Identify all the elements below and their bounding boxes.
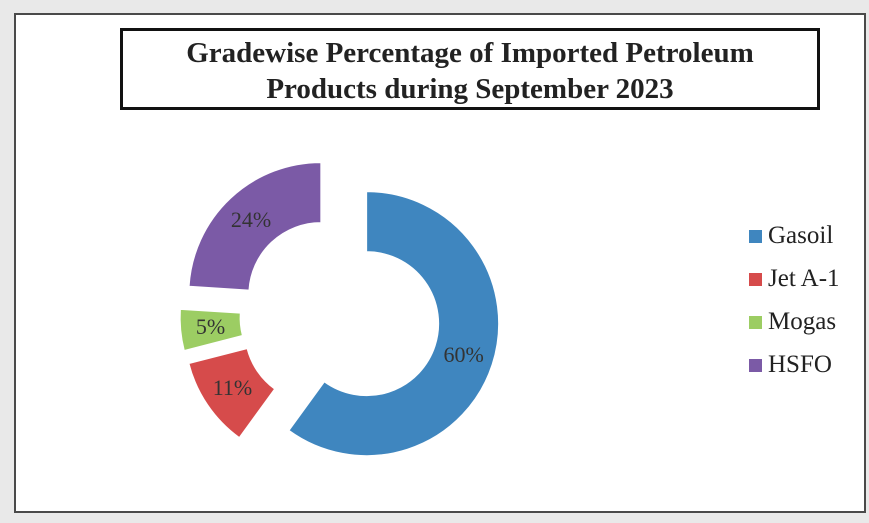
legend-swatch-mogas <box>749 316 762 329</box>
legend-label-mogas: Mogas <box>768 308 836 335</box>
donut-slice-jet-a-1 <box>188 348 276 439</box>
legend-swatch-hsfo <box>749 359 762 372</box>
chart-title-line-2: Products during September 2023 <box>266 73 674 105</box>
chart-title-line-1: Gradewise Percentage of Imported Petrole… <box>186 37 754 69</box>
legend-swatch-jet-a-1 <box>749 273 762 286</box>
chart-title: Gradewise Percentage of Imported Petrole… <box>120 28 820 110</box>
data-label-mogas: 5% <box>196 314 225 339</box>
legend-label-jet-a-1: Jet A-1 <box>768 265 840 292</box>
data-label-gasoil: 60% <box>443 342 483 367</box>
donut-slice-hsfo <box>188 162 322 291</box>
data-label-hsfo: 24% <box>231 207 271 232</box>
legend-swatch-gasoil <box>749 230 762 243</box>
donut-slice-gasoil <box>288 191 500 457</box>
legend-label-hsfo: HSFO <box>768 351 832 378</box>
legend-label-gasoil: Gasoil <box>768 222 833 249</box>
donut-slice-mogas <box>179 308 243 352</box>
data-label-jet-a-1: 11% <box>213 375 253 400</box>
